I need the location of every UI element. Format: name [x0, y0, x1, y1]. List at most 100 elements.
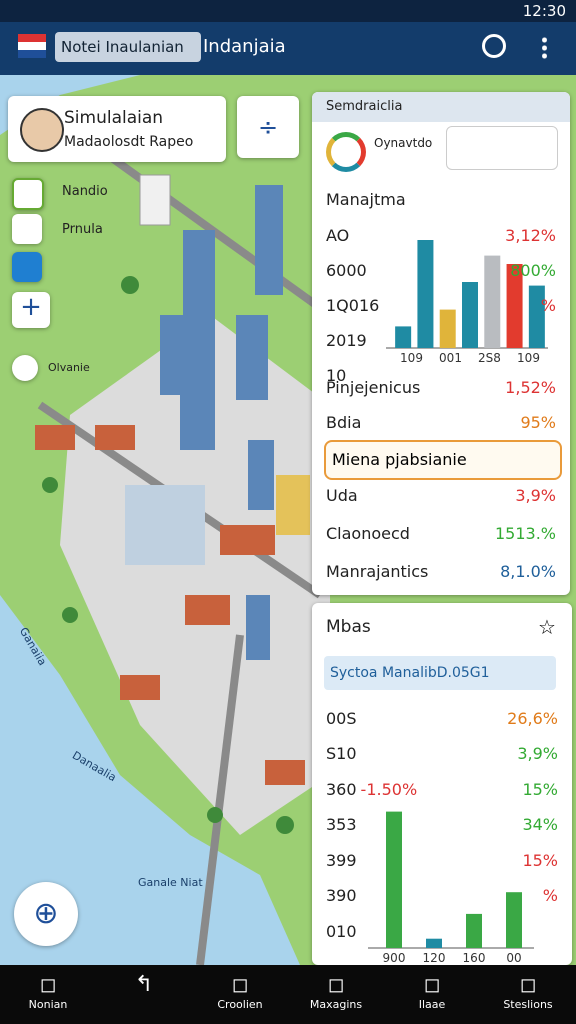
row-value: 800%: [510, 260, 556, 280]
stat-row: Pinjejenicus 1,52%: [326, 372, 556, 402]
bar: [506, 892, 522, 948]
row-value: 1513.%: [494, 523, 556, 543]
tool-label: Nandio: [62, 184, 108, 199]
avatar: [20, 108, 64, 152]
tool-edit[interactable]: [12, 214, 42, 244]
compass-button[interactable]: ÷: [237, 96, 299, 158]
stat-row: 010: [326, 916, 558, 946]
x-tick-label: 900: [383, 951, 406, 965]
bar: [386, 811, 402, 948]
stat-row: 2019: [326, 325, 556, 355]
bar: [528, 285, 545, 348]
bar: [439, 309, 456, 348]
row-value: %: [542, 886, 558, 905]
nav-item[interactable]: ◻ Nonian: [0, 972, 96, 1011]
tool-label: Prnula: [62, 222, 103, 237]
row-label: Uda: [326, 485, 358, 505]
panel-heading: Manajtma: [326, 190, 406, 209]
x-tick-label: 109: [517, 351, 540, 365]
stat-row: 360 -1.50% 15%: [326, 774, 558, 804]
row-value: 15%: [522, 779, 558, 799]
row-value: 95%: [520, 412, 556, 432]
row-label: S10: [326, 744, 357, 763]
row-value: 3,9%: [515, 485, 556, 505]
row-label: Pinjejenicus: [326, 377, 421, 397]
profile-subtitle: Madaolosdt Rapeo: [64, 134, 194, 150]
row-label: AO: [326, 225, 350, 245]
favorite-button[interactable]: ☆: [538, 615, 556, 639]
bar-chart: 900 120 160 00: [368, 811, 534, 965]
top-bar: Notei Inaulanian Indanjaia: [0, 22, 576, 75]
stat-row: 399 15%: [326, 845, 558, 875]
bar: [395, 326, 412, 348]
row-value: 26,6%: [507, 708, 558, 728]
flag-icon: [18, 34, 46, 58]
row-value: 15%: [522, 850, 558, 870]
nav-item[interactable]: ◻ Ilaae: [384, 972, 480, 1011]
bar: [462, 282, 478, 348]
row-label: 6000: [326, 260, 367, 280]
panel-title: Mbas: [326, 617, 371, 637]
donut-icon: [326, 132, 366, 172]
filter-box[interactable]: [446, 126, 558, 170]
row-label: 390: [326, 886, 357, 905]
nav-item[interactable]: ◻ Steslions: [480, 972, 576, 1011]
row-label: Manrajantics: [326, 561, 429, 581]
profile-card[interactable]: Simulalaian Madaolosdt Rapeo: [8, 96, 226, 162]
row-note: -1.50%: [360, 779, 418, 799]
stat-row: 00S 26,6%: [326, 703, 558, 733]
row-label: Bdia: [326, 412, 362, 432]
chart-label: Oynavtdo: [374, 136, 433, 150]
search-chip[interactable]: Notei Inaulanian: [55, 32, 201, 62]
stat-row: 390%: [326, 881, 558, 911]
panel-title: Semdraiclia: [326, 99, 403, 114]
stats-panel: Semdraiclia Oynavtdo Manajtma 109 001 2S8 1…: [312, 92, 570, 595]
row-label: Claonoecd: [326, 523, 410, 543]
location-label: Olvanie: [48, 361, 90, 374]
row-label: 010: [326, 921, 357, 941]
x-tick-label: 160: [463, 951, 486, 965]
x-tick-label: 00: [506, 951, 521, 965]
stat-row: 6000 800%: [326, 255, 556, 285]
bottom-nav: [0, 965, 576, 1024]
locate-button[interactable]: ⊕: [14, 882, 78, 946]
nav-label: Maxagins: [309, 998, 363, 1011]
nav-back[interactable]: ↰: [134, 972, 154, 997]
row-label: 399: [326, 850, 357, 870]
bar: [506, 264, 523, 348]
location-pin[interactable]: [12, 355, 38, 381]
stat-row: AO 3,12%: [326, 220, 556, 250]
nav-item[interactable]: ◻ Croolien: [192, 972, 288, 1011]
profile-name: Simulalaian: [64, 108, 164, 128]
bar: [466, 913, 482, 948]
row-label: 2019: [326, 330, 367, 350]
x-tick-label: 2S8: [478, 351, 501, 365]
zoom-in[interactable]: +: [12, 292, 50, 328]
nav-label: Ilaae: [418, 998, 446, 1011]
bar: [484, 255, 501, 348]
bar: [426, 938, 442, 948]
x-tick-label: 120: [423, 951, 446, 965]
tool-layers[interactable]: [12, 252, 42, 282]
stat-row: Manrajantics 8,1.0%: [326, 556, 556, 586]
x-tick-label: 001: [439, 351, 462, 365]
time: 12:30: [522, 2, 566, 20]
tool-home[interactable]: [12, 178, 44, 210]
nav-label: Steslions: [503, 998, 553, 1011]
stat-row: Uda 3,9%: [326, 480, 556, 510]
stat-row: 353 34%: [326, 810, 558, 840]
title: Indanjaia: [203, 36, 286, 57]
search-field[interactable]: Syctoa ManalibD.05G1: [324, 656, 556, 690]
row-value: 34%: [522, 815, 558, 834]
search-button[interactable]: [482, 34, 506, 58]
bar: [417, 240, 434, 348]
menu-button[interactable]: [542, 36, 547, 60]
nav-label: Croolien: [217, 998, 263, 1011]
nav-item[interactable]: ◻ Maxagins: [288, 972, 384, 1011]
bar-chart: 109 001 2S8 109: [386, 240, 548, 365]
stat-row: Bdia 95%: [326, 407, 556, 437]
highlight-row[interactable]: Miena pjabsianie: [324, 440, 562, 480]
row-label: 1Q016: [326, 295, 380, 315]
row-label: 10: [326, 365, 347, 385]
